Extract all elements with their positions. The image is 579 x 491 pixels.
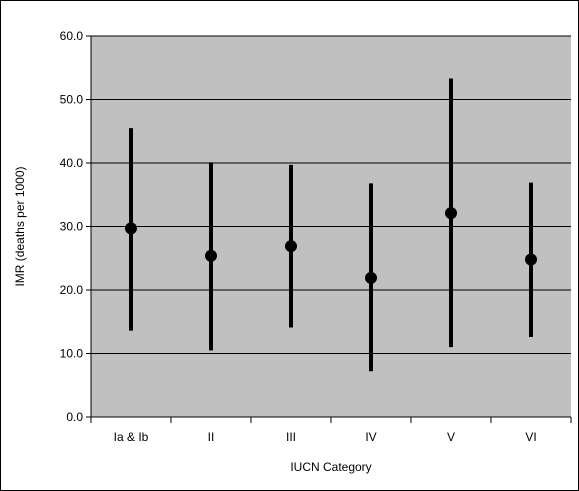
x-tick-label-0: Ia & Ib xyxy=(114,430,149,444)
data-point-1 xyxy=(205,249,217,262)
data-point-5 xyxy=(525,253,537,266)
y-tick-label-6: 60.0 xyxy=(60,29,84,43)
x-tick-label-4: V xyxy=(447,430,455,444)
y-tick-label-4: 40.0 xyxy=(60,156,84,170)
x-tick-labels: Ia & Ib II III IV V VI xyxy=(114,430,537,444)
x-tick-label-5: VI xyxy=(525,430,536,444)
y-tick-label-2: 20.0 xyxy=(60,283,84,297)
gridlines xyxy=(91,35,571,354)
data-point-3 xyxy=(365,271,377,284)
data-point-0 xyxy=(125,222,137,235)
y-tick-labels: 0.0 10.0 20.0 30.0 40.0 50.0 60.0 xyxy=(60,29,84,424)
data-point-2 xyxy=(285,240,297,253)
x-axis-title: IUCN Category xyxy=(290,460,371,474)
x-tick-label-2: III xyxy=(286,430,296,444)
axes xyxy=(86,35,572,423)
data-point-4 xyxy=(445,207,457,220)
y-tick-label-1: 10.0 xyxy=(60,347,84,361)
x-tick-label-3: IV xyxy=(365,430,376,444)
y-tick-label-3: 30.0 xyxy=(60,220,84,234)
y-axis-title: IMR (deaths per 1000) xyxy=(13,166,27,286)
y-tick-label-0: 0.0 xyxy=(66,410,83,424)
x-tick-label-1: II xyxy=(208,430,215,444)
y-tick-label-5: 50.0 xyxy=(60,93,84,107)
data-points xyxy=(125,207,537,284)
